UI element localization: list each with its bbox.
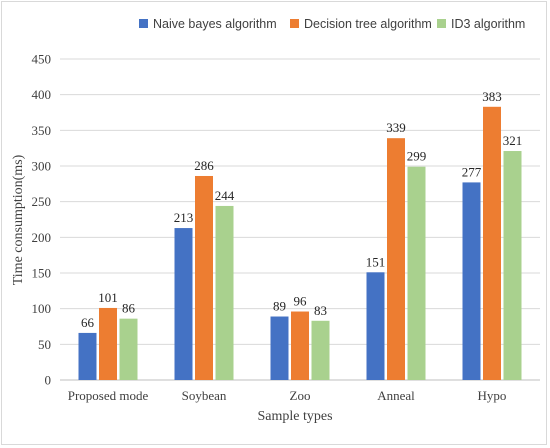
data-label: 83: [314, 303, 327, 318]
legend-label: ID3 algorithm: [451, 17, 525, 31]
x-tick-label: Anneal: [377, 388, 415, 403]
y-tick-label: 200: [32, 230, 52, 245]
bar: [503, 151, 522, 380]
bars: [78, 106, 522, 380]
y-tick-label: 350: [32, 123, 52, 138]
data-label: 299: [407, 149, 427, 164]
data-label: 321: [503, 133, 523, 148]
y-tick-label: 450: [32, 52, 52, 67]
bar: [291, 311, 309, 380]
bar: [119, 318, 138, 380]
legend: Naive bayes algorithm Decision tree algor…: [139, 17, 525, 31]
bar: [215, 205, 234, 380]
bar: [407, 166, 426, 380]
x-axis-ticks: Proposed mode Soybean Zoo Anneal Hypo: [68, 388, 507, 403]
bar: [311, 320, 330, 380]
y-tick-label: 100: [32, 301, 52, 316]
data-label: 96: [294, 294, 308, 309]
bar: [174, 228, 193, 380]
y-tick-label: 300: [32, 159, 52, 174]
gridlines: [60, 58, 540, 381]
legend-swatch: [437, 19, 446, 28]
data-label: 277: [462, 164, 482, 179]
bar: [387, 138, 405, 380]
x-tick-label: Soybean: [182, 388, 227, 403]
y-tick-label: 250: [32, 194, 52, 209]
data-label: 383: [482, 89, 502, 104]
legend-swatch: [139, 19, 148, 28]
bar: [99, 307, 117, 380]
data-label: 89: [273, 299, 286, 314]
bar: [483, 106, 501, 380]
data-label: 339: [386, 120, 406, 135]
bar: [78, 332, 97, 380]
legend-label: Decision tree algorithm: [304, 17, 432, 31]
x-axis-title: Sample types: [257, 409, 332, 424]
x-tick-label: Hypo: [478, 388, 507, 403]
data-label: 66: [81, 315, 95, 330]
y-axis-title: Time consumption(ms): [11, 154, 26, 285]
y-tick-label: 150: [32, 266, 52, 281]
legend-swatch: [290, 19, 299, 28]
data-label: 244: [215, 188, 235, 203]
y-tick-label: 400: [32, 87, 52, 102]
bar: [462, 182, 481, 380]
y-tick-label: 0: [45, 373, 52, 388]
y-axis-ticks: 0 50 100 150 200 250 300 350 400 450: [32, 52, 52, 388]
data-label: 286: [194, 158, 214, 173]
data-label: 213: [174, 210, 194, 225]
bar: [195, 175, 213, 380]
data-label: 101: [98, 290, 118, 305]
legend-label: Naive bayes algorithm: [153, 17, 277, 31]
data-label: 151: [366, 254, 386, 269]
y-tick-label: 50: [38, 337, 51, 352]
bar: [366, 272, 385, 380]
x-tick-label: Zoo: [290, 388, 311, 403]
data-label: 86: [122, 301, 136, 316]
bar: [270, 316, 289, 380]
x-tick-label: Proposed mode: [68, 388, 149, 403]
